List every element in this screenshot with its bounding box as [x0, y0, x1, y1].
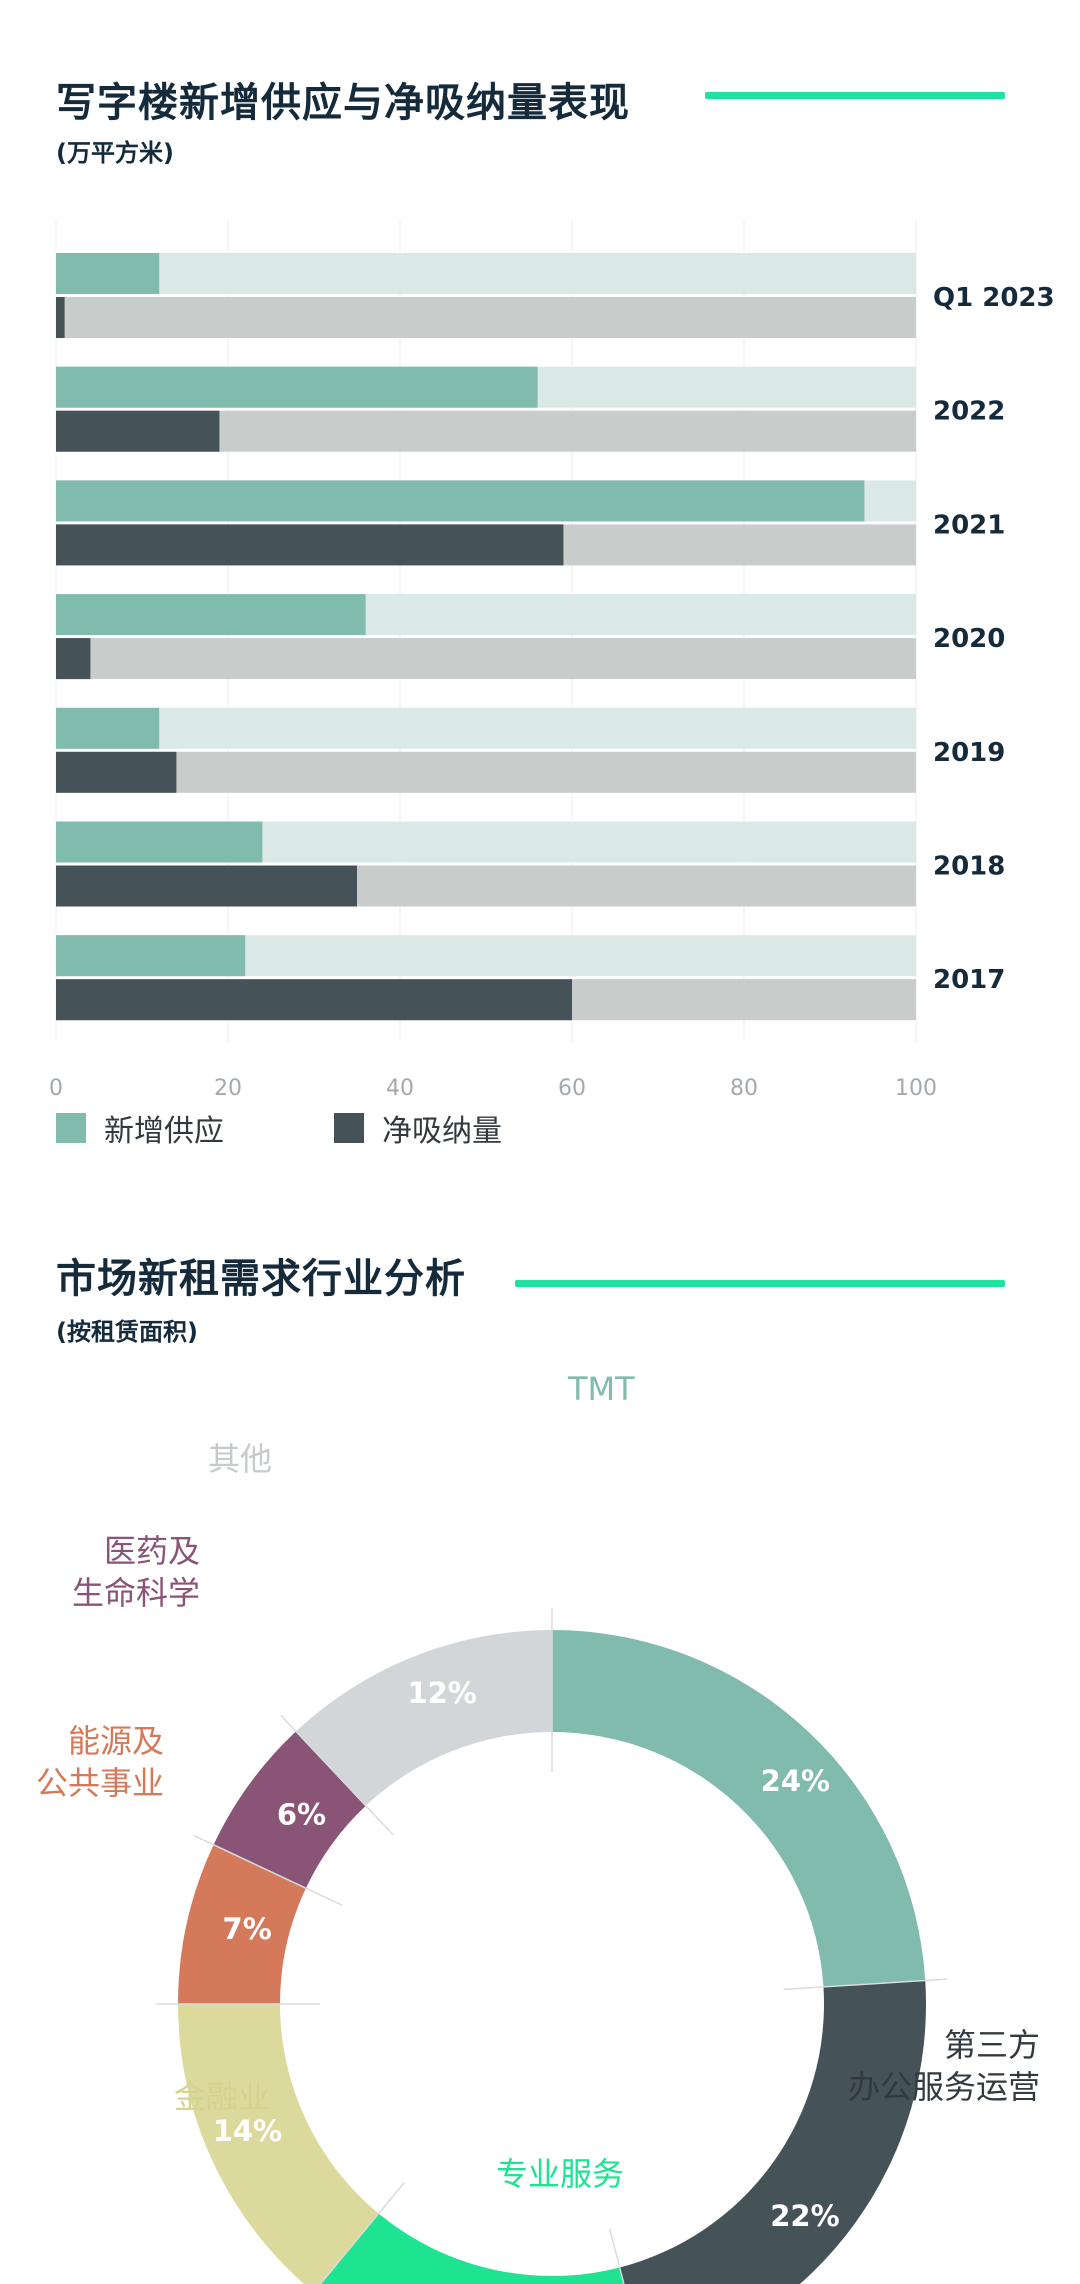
category-label-2018: 2018 — [933, 852, 1005, 882]
slice-divider-7 — [280, 1714, 394, 1836]
legend-label-absorption: 净吸纳量 — [382, 1114, 502, 1149]
donut-chart-title-rule — [515, 1280, 1005, 1287]
supply-track-2019 — [56, 707, 916, 749]
slice-3 — [320, 2213, 624, 2284]
legend-item-supply: 新增供应 — [56, 1106, 224, 1150]
slice-label-5-line-2: 公共事业 — [36, 1764, 164, 1802]
slice-1 — [552, 1630, 926, 1987]
slice-percent-4: 14% — [213, 2114, 282, 2148]
absorption-bar-q1-2023 — [56, 297, 65, 338]
x-tick-label-40: 40 — [386, 1076, 414, 1101]
slice-4 — [178, 2004, 379, 2284]
bar-chart: 0 20 40 60 80 100 Q1 2023 2022 2021 2020 2019 2018 2… — [49, 220, 1055, 1101]
x-tick-label-80: 80 — [730, 1076, 758, 1101]
category-label-2022: 2022 — [933, 397, 1005, 427]
slice-5 — [178, 1844, 306, 2004]
slice-7 — [295, 1630, 552, 1806]
slice-label-4-line-1: 金融业 — [174, 2078, 270, 2116]
slice-label-5-line-1: 能源及 — [68, 1722, 164, 1760]
slice-label-7-line-1: 其他 — [208, 1440, 272, 1478]
bar-chart-title-rule — [705, 92, 1005, 99]
legend-label-supply: 新增供应 — [104, 1114, 224, 1149]
slice-label-2-line-2: 办公服务运营 — [848, 2068, 1040, 2106]
slice-2 — [619, 1980, 926, 2284]
absorption-bar-2017 — [56, 979, 572, 1021]
supply-bar-q1-2023 — [56, 253, 160, 294]
absorption-track-2019 — [56, 751, 916, 793]
x-tick-label-20: 20 — [214, 1076, 242, 1101]
slice-percent-6: 6% — [277, 1798, 326, 1832]
slice-6 — [213, 1731, 366, 1889]
bar-chart-subtitle: (万平方米) — [56, 139, 174, 167]
slice-divider-2 — [783, 1978, 948, 1991]
slice-percent-2: 22% — [770, 2199, 839, 2233]
absorption-bar-2018 — [56, 865, 357, 907]
supply-bar-2021 — [56, 480, 865, 522]
bar-chart-legend: 新增供应 净吸纳量 — [56, 1106, 612, 1150]
legend-swatch-supply — [56, 1113, 86, 1143]
absorption-track-2020 — [56, 638, 916, 680]
category-label-2021: 2021 — [933, 510, 1005, 540]
legend-item-absorption: 净吸纳量 — [334, 1106, 502, 1150]
supply-bar-2018 — [56, 821, 263, 863]
category-label-2017: 2017 — [933, 965, 1005, 995]
supply-bar-2022 — [56, 366, 538, 408]
supply-bar-2019 — [56, 707, 160, 749]
slice-label-2-line-1: 第三方 — [944, 2026, 1040, 2064]
slice-label-6-line-2: 生命科学 — [72, 1574, 200, 1612]
slice-divider-6 — [193, 1834, 343, 1906]
category-label-q1-2023: Q1 2023 — [933, 283, 1055, 313]
category-label-2020: 2020 — [933, 624, 1005, 654]
donut-chart: 24%TMT22%第三方办公服务运营15%专业服务14%金融业7%能源及公共事业… — [36, 1370, 1040, 2284]
legend-swatch-absorption — [334, 1113, 364, 1143]
supply-bar-2017 — [56, 935, 246, 977]
donut-chart-title: 市场新租需求行业分析 — [56, 1256, 466, 1302]
absorption-track-q1-2023 — [56, 297, 916, 338]
slice-label-3-line-1: 专业服务 — [496, 2155, 624, 2193]
absorption-bar-2020 — [56, 638, 91, 680]
bar-chart-title: 写字楼新增供应与净吸纳量表现 — [56, 80, 630, 126]
slice-percent-1: 24% — [761, 1764, 830, 1798]
supply-track-q1-2023 — [56, 253, 916, 294]
slice-percent-5: 7% — [223, 1912, 272, 1946]
slice-divider-3 — [608, 2228, 625, 2284]
supply-bar-2020 — [56, 594, 366, 636]
x-tick-label-0: 0 — [49, 1076, 63, 1101]
slice-label-1-line-1: TMT — [567, 1370, 635, 1408]
absorption-bar-2022 — [56, 410, 220, 452]
x-tick-label-60: 60 — [558, 1076, 586, 1101]
donut-chart-subtitle: (按租赁面积) — [56, 1318, 198, 1346]
absorption-bar-2019 — [56, 751, 177, 793]
slice-percent-7: 12% — [407, 1676, 476, 1710]
x-tick-label-100: 100 — [895, 1076, 937, 1101]
absorption-bar-2021 — [56, 524, 564, 566]
category-label-2019: 2019 — [933, 738, 1005, 768]
slice-label-6-line-1: 医药及 — [104, 1532, 200, 1570]
slice-divider-4 — [319, 2182, 405, 2284]
